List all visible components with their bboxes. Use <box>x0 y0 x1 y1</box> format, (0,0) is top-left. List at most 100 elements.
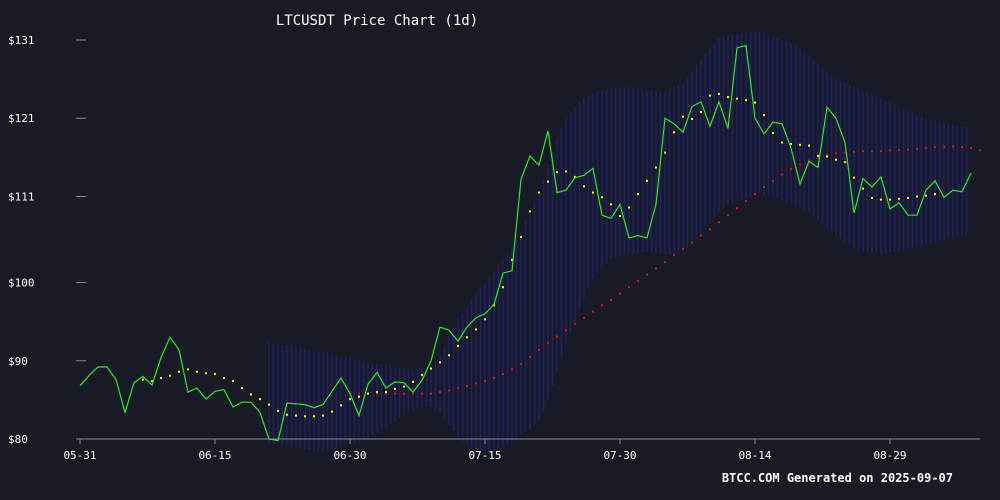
sma20-point <box>610 203 612 206</box>
x-tick-label: 07-30 <box>603 449 636 462</box>
sma50-point <box>376 392 378 395</box>
sma50-point <box>970 146 972 149</box>
sma50-point <box>475 382 477 385</box>
sma20-point <box>925 194 927 197</box>
sma50-point <box>853 150 855 153</box>
sma50-point <box>655 267 657 270</box>
sma20-point <box>907 197 909 200</box>
sma20-point <box>934 193 936 196</box>
sma20-point <box>295 414 297 417</box>
sma20-point <box>502 286 504 289</box>
sma50-point <box>700 234 702 237</box>
sma50-point <box>709 228 711 231</box>
sma50-point <box>952 145 954 148</box>
sma50-point <box>538 348 540 351</box>
sma20-point <box>331 410 333 413</box>
sma20-point <box>601 196 603 199</box>
sma50-point <box>574 322 576 325</box>
sma50-point <box>637 279 639 282</box>
x-tick-label: 07-15 <box>468 449 501 462</box>
sma20-point <box>637 193 639 196</box>
sma20-point <box>574 175 576 178</box>
sma20-point <box>340 404 342 407</box>
sma20-point <box>592 191 594 194</box>
sma20-point <box>277 409 279 412</box>
sma20-point <box>313 415 315 418</box>
sma20-point <box>466 336 468 339</box>
sma50-point <box>583 316 585 319</box>
sma20-point <box>754 101 756 104</box>
sma50-point <box>502 373 504 376</box>
sma20-point <box>232 380 234 383</box>
sma50-point <box>745 200 747 203</box>
sma20-point <box>484 318 486 321</box>
y-tick-label: $100 <box>8 277 35 290</box>
x-tick-label: 05-31 <box>63 449 96 462</box>
sma50-point <box>835 152 837 155</box>
sma50-point <box>619 292 621 295</box>
sma20-point <box>889 198 891 201</box>
sma20-point <box>286 413 288 416</box>
sma50-point <box>727 214 729 217</box>
sma20-point <box>808 144 810 147</box>
sma20-point <box>619 215 621 218</box>
sma20-point <box>268 403 270 406</box>
sma20-point <box>916 195 918 198</box>
sma20-point <box>853 176 855 179</box>
sma50-point <box>826 154 828 157</box>
sma50-point <box>646 273 648 276</box>
sma20-point <box>169 374 171 377</box>
sma50-point <box>511 368 513 371</box>
sma50-point <box>790 168 792 171</box>
sma50-point <box>592 310 594 313</box>
sma20-point <box>673 131 675 134</box>
y-tick-label: $80 <box>8 433 28 446</box>
sma20-point <box>322 414 324 417</box>
sma50-series <box>349 145 981 395</box>
sma50-point <box>817 156 819 159</box>
y-tick-label: $90 <box>8 355 28 368</box>
sma20-point <box>763 114 765 117</box>
sma50-point <box>754 193 756 196</box>
sma20-point <box>412 380 414 383</box>
sma20-point <box>664 151 666 154</box>
sma50-point <box>610 298 612 301</box>
sma20-point <box>727 96 729 99</box>
sma20-point <box>241 387 243 390</box>
x-tick-label: 06-15 <box>198 449 231 462</box>
sma20-point <box>367 392 369 395</box>
sma20-series <box>142 92 936 418</box>
sma20-point <box>142 378 144 381</box>
sma20-point <box>817 154 819 157</box>
chart-title: LTCUSDT Price Chart (1d) <box>275 13 479 29</box>
sma20-point <box>628 206 630 209</box>
sma50-point <box>493 376 495 379</box>
sma20-point <box>871 197 873 200</box>
sma50-point <box>529 355 531 358</box>
sma50-point <box>916 147 918 150</box>
sma20-point <box>826 155 828 158</box>
sma50-point <box>898 149 900 152</box>
sma50-point <box>799 163 801 166</box>
sma50-point <box>736 207 738 210</box>
sma20-point <box>700 110 702 113</box>
sma50-point <box>547 341 549 344</box>
sma20-point <box>835 158 837 161</box>
sma20-point <box>376 391 378 394</box>
sma50-point <box>718 221 720 224</box>
sma50-point <box>421 392 423 395</box>
sma50-point <box>772 179 774 182</box>
sma20-point <box>394 387 396 390</box>
sma50-point <box>862 150 864 153</box>
y-tick-label: $121 <box>8 112 35 125</box>
sma20-point <box>781 141 783 144</box>
sma50-point <box>349 391 351 394</box>
sma50-point <box>781 173 783 176</box>
sma20-point <box>718 92 720 95</box>
sma50-point <box>763 186 765 189</box>
sma20-point <box>385 391 387 394</box>
sma50-point <box>430 392 432 395</box>
sma50-point <box>691 241 693 244</box>
sma50-point <box>358 392 360 395</box>
sma50-point <box>601 304 603 307</box>
